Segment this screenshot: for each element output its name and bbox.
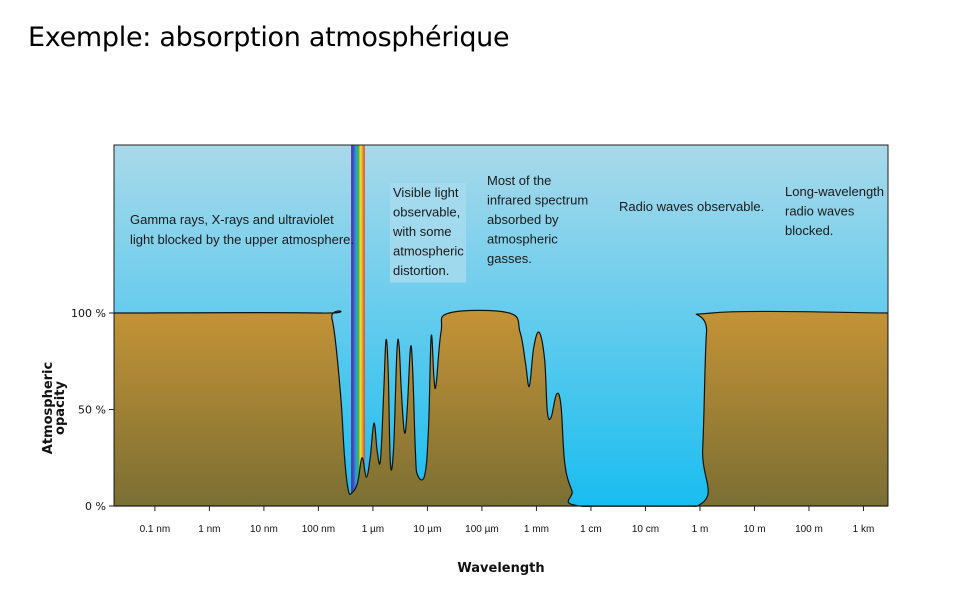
x-tick-label: 1 m	[692, 524, 709, 535]
annotation-line: observable,	[393, 205, 460, 220]
y-axis-label-line: opacity	[53, 381, 68, 435]
annotation-line: infrared spectrum	[487, 193, 588, 208]
annotation-4: Radio waves observable.	[619, 199, 764, 214]
annotation-line: gasses.	[487, 251, 532, 266]
annotation-background	[390, 183, 466, 283]
annotation-line: Gamma rays, X-rays and ultraviolet	[130, 212, 334, 227]
x-tick-label: 100 m	[795, 524, 823, 535]
annotation-text: Long-wavelength radio waves blocked.	[785, 184, 884, 238]
annotation-text: Gamma rays, X-rays and ultraviolet light …	[130, 212, 354, 247]
y-axis: 0 % 50 % 100 %	[71, 307, 114, 513]
annotation-line: atmospheric	[393, 244, 464, 259]
annotation-text: Most of the infrared spectrum absorbed by a…	[487, 173, 588, 266]
annotation-line: absorbed by	[487, 212, 559, 227]
y-tick-label: 50 %	[78, 404, 106, 417]
annotation-line: Radio waves observable.	[619, 199, 764, 214]
x-axis-label: Wavelength	[457, 561, 544, 576]
x-tick-label: 100 µm	[465, 524, 499, 535]
annotation-line: radio waves	[785, 204, 855, 219]
x-tick-label: 100 nm	[302, 524, 335, 535]
x-tick-label: 0.1 nm	[140, 524, 171, 535]
annotation-text: Visible light observable, with some atmosph…	[392, 185, 464, 278]
annotation-line: Long-wavelength	[785, 184, 884, 199]
x-tick-label: 1 µm	[362, 524, 384, 535]
slide-title: Exemple: absorption atmosphérique	[28, 22, 510, 53]
x-tick-label: 1 cm	[580, 524, 602, 535]
annotation-line: light blocked by the upper atmosphere.	[130, 232, 354, 247]
opacity-area	[114, 309, 888, 507]
annotation-text: Radio waves observable.	[619, 199, 764, 214]
y-tick-label: 100 %	[71, 307, 106, 320]
annotation-3: Most of the infrared spectrum absorbed by a…	[487, 173, 588, 266]
x-tick-label: 10 nm	[250, 524, 278, 535]
annotation-line: blocked.	[785, 223, 833, 238]
x-tick-label: 10 µm	[413, 524, 441, 535]
annotation-line: distortion.	[393, 263, 449, 278]
y-tick-label: 0 %	[85, 500, 106, 513]
annotation-line: Visible light	[393, 185, 459, 200]
y-axis-label: Atmosphericopacity	[41, 362, 68, 454]
x-tick-label: 10 cm	[632, 524, 659, 535]
y-axis-label-line: Atmospheric	[41, 362, 56, 454]
visible-light-band	[351, 145, 365, 506]
annotation-line: atmospheric	[487, 232, 558, 247]
x-tick-label: 1 nm	[198, 524, 220, 535]
x-tick-label: 10 m	[743, 524, 765, 535]
annotation-line: Most of the	[487, 173, 551, 188]
annotation-line: with some	[392, 224, 452, 239]
x-tick-label: 1 mm	[524, 524, 549, 535]
x-tick-label: 1 km	[853, 524, 875, 535]
plot-frame	[113, 144, 889, 507]
annotation-1: Gamma rays, X-rays and ultraviolet light …	[130, 212, 354, 247]
annotations: Gamma rays, X-rays and ultraviolet light …	[130, 173, 884, 283]
annotation-5: Long-wavelength radio waves blocked.	[785, 184, 884, 238]
annotation-2: Visible light observable, with some atmosph…	[390, 183, 466, 283]
x-axis: 0.1 nm 1 nm 10 nm 100 nm 1 µm 10 µm 100 µm 1 mm…	[140, 506, 875, 535]
